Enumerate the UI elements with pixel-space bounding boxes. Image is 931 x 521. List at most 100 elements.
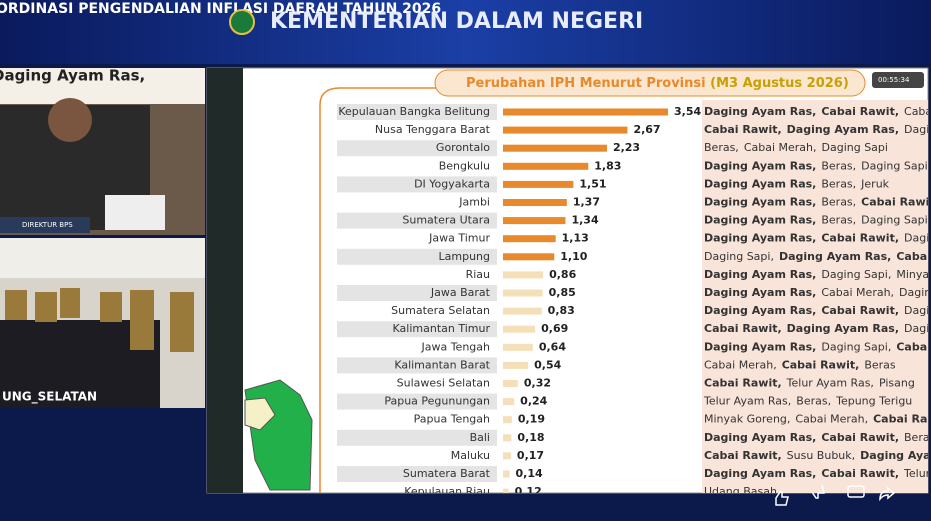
row-band bbox=[337, 140, 497, 157]
bar bbox=[503, 307, 542, 315]
bar bbox=[503, 162, 589, 170]
category-label: DI Yogyakarta bbox=[414, 177, 490, 190]
value-label: 0,85 bbox=[549, 286, 576, 299]
row-band bbox=[337, 176, 497, 193]
category-label: Gorontalo bbox=[436, 141, 490, 154]
commodity-list: Cabai Rawit, Telur Ayam Ras, Pisang bbox=[704, 377, 915, 390]
commodity-bg bbox=[702, 100, 928, 493]
commodity-list: Telur Ayam Ras, Beras, Tepung Terigu bbox=[703, 395, 912, 408]
commodity: Beras, bbox=[821, 159, 856, 172]
bar bbox=[503, 289, 543, 297]
action-icons[interactable] bbox=[775, 484, 896, 506]
value-label: 1,51 bbox=[579, 177, 606, 190]
commodity: Telur Ayam Ras bbox=[903, 467, 931, 480]
category-label: Papua Pegunungan bbox=[384, 395, 490, 408]
value-label: 2,23 bbox=[613, 141, 640, 154]
bar bbox=[503, 488, 509, 493]
commodity: Daging Ayam Ras, bbox=[704, 431, 816, 444]
title-bracket bbox=[319, 87, 440, 106]
commodity-list: Daging Ayam Ras, Cabai Rawit, Cabai Merah bbox=[704, 105, 931, 118]
commodity: Beras, bbox=[796, 395, 831, 408]
value-label: 1,37 bbox=[573, 196, 600, 209]
header-left: ORDINASI PENGENDALIAN INFLASI DAERAH TAH… bbox=[0, 1, 441, 17]
category-label: Papua Tengah bbox=[414, 413, 490, 426]
category-label: Jawa Barat bbox=[430, 286, 491, 299]
commodity: Daging Ayam Ras, bbox=[704, 467, 816, 480]
commodity: Cabai Rawit bbox=[873, 413, 931, 426]
commodity: Daging Ayam Ras, bbox=[779, 250, 891, 263]
value-label: 0,12 bbox=[515, 485, 542, 498]
value-label: 0,64 bbox=[539, 340, 566, 353]
value-label: 0,14 bbox=[516, 467, 543, 480]
speaker-name: DIREKTUR BPS bbox=[22, 221, 73, 229]
commodity: Daging Sapi bbox=[904, 304, 931, 317]
commodity-list: Daging Ayam Ras, Daging Sapi, Minyak Goren… bbox=[704, 268, 931, 281]
commodity-list: Cabai Rawit, Susu Bubuk, Daging Ayam Ras bbox=[704, 449, 931, 462]
commodity: Cabai Merah, bbox=[821, 286, 894, 299]
value-label: 0,19 bbox=[518, 413, 545, 426]
timer-box bbox=[872, 72, 924, 88]
row-band bbox=[337, 104, 497, 120]
bar bbox=[503, 199, 567, 206]
commodity-list: Daging Ayam Ras, Daging Sapi, Cabai Rawit bbox=[704, 340, 931, 353]
commodity-list: Daging Ayam Ras, Beras, Jeruk bbox=[704, 177, 890, 190]
commodity: Cabai Rawit, bbox=[821, 431, 899, 444]
category-label: Sumatera Utara bbox=[402, 214, 490, 227]
commodity: Daging Ayam Ras, bbox=[704, 214, 816, 227]
footer-bar[interactable] bbox=[0, 495, 931, 517]
commodity: Cabai Rawit, bbox=[821, 467, 899, 480]
category-label: Kepulauan Bangka Belitung bbox=[338, 105, 490, 118]
commodity: Cabai Rawit bbox=[896, 340, 931, 353]
value-label: 0,18 bbox=[517, 431, 544, 444]
row-band bbox=[337, 393, 497, 410]
map-shape bbox=[244, 397, 276, 431]
commodity: Cabai Rawit, bbox=[821, 304, 899, 317]
commodity: Beras, bbox=[821, 214, 856, 227]
category-label: Bali bbox=[470, 431, 490, 444]
value-label: 1,10 bbox=[560, 250, 587, 263]
commodity-list: Udang Basah, bbox=[704, 485, 780, 498]
bar bbox=[503, 398, 515, 406]
value-label: 0,54 bbox=[534, 358, 561, 371]
category-label: Kalimantan Barat bbox=[394, 358, 490, 371]
commodity: Daging Sapi bbox=[899, 286, 931, 299]
commodity: Daging Sapi bbox=[904, 123, 931, 136]
commodity: Cabai Rawit, bbox=[704, 377, 782, 390]
commodity: Daging Sapi bbox=[822, 141, 888, 154]
category-label: Bengkulu bbox=[439, 159, 490, 172]
bar bbox=[503, 452, 511, 460]
bar bbox=[503, 180, 574, 188]
row-band bbox=[337, 466, 497, 482]
title-main: Perubahan IPH Menurut Provinsi bbox=[466, 76, 706, 91]
bar bbox=[503, 343, 533, 351]
commodity: Beras, bbox=[821, 177, 856, 190]
commodity: Daging Sapi bbox=[861, 214, 927, 227]
commodity: Cabai Merah, bbox=[744, 141, 817, 154]
commodity: Daging Ayam Ras, bbox=[704, 232, 816, 245]
value-label: 0,24 bbox=[520, 395, 547, 408]
bar bbox=[503, 325, 536, 333]
row-band bbox=[337, 212, 497, 229]
commodity-list: Daging Ayam Ras, Cabai Rawit, Daging Sapi bbox=[704, 304, 931, 317]
category-label: Sulawesi Selatan bbox=[397, 377, 490, 390]
commodity: Daging Ayam Ras, bbox=[704, 196, 816, 209]
commodity: Cabai Rawit, bbox=[704, 123, 782, 136]
commodity: Cabai Rawit bbox=[861, 196, 931, 209]
slide-edge bbox=[207, 68, 243, 493]
commodity: Beras, bbox=[704, 141, 739, 154]
bar bbox=[503, 271, 544, 279]
commodity: Pisang bbox=[879, 377, 915, 390]
commodity: Daging Sapi bbox=[904, 322, 931, 335]
commodity: Daging Ayam Ras, bbox=[704, 159, 816, 172]
value-label: 3,54 bbox=[674, 105, 701, 118]
commodity: Daging Ayam Ras, bbox=[704, 286, 816, 299]
video-banner-bg bbox=[0, 68, 205, 104]
category-label: Kepulauan Riau bbox=[404, 485, 490, 498]
value-label: 1,13 bbox=[562, 232, 589, 245]
commodity: Cabai Merah bbox=[904, 105, 931, 118]
rows: Kepulauan Bangka Belitung 3,54 Daging Ayam… bbox=[337, 104, 931, 498]
commodity: Daging Ayam Ras, bbox=[704, 340, 816, 353]
timer: 00:55:34 bbox=[878, 76, 910, 84]
bar bbox=[503, 380, 518, 387]
